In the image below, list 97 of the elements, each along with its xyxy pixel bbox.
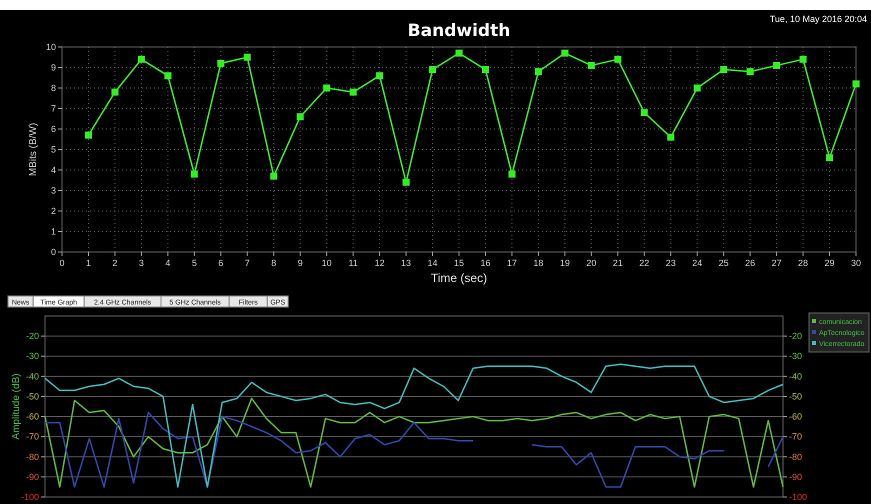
y-tick-label: -80	[26, 452, 39, 462]
point	[720, 66, 728, 74]
line-series	[44, 398, 784, 488]
y-tick-label: 4	[50, 165, 56, 175]
point	[588, 62, 595, 69]
point	[640, 109, 648, 116]
y-tick-label: 6	[50, 124, 56, 134]
x-tick-label: 10	[322, 258, 332, 268]
y-tick-label: 1	[50, 226, 56, 236]
y-tick-label: 3	[50, 186, 56, 196]
y-tick-label: 2	[50, 206, 56, 216]
point	[826, 154, 834, 162]
y2-tick-label: -40	[789, 371, 802, 382]
x-tick-label: 19	[560, 258, 570, 268]
x-tick-label: 7	[244, 258, 250, 268]
y-tick-label: -60	[26, 412, 39, 422]
x-tick-label: 25	[718, 258, 729, 268]
y-tick-label: -30	[26, 351, 39, 362]
y2-tick-label: -30	[789, 351, 802, 362]
point	[800, 56, 807, 63]
x-tick-label: 12	[374, 258, 385, 268]
chart-title: Bandwidth	[408, 21, 510, 41]
x-axis-title: Time (sec)	[430, 271, 488, 285]
point	[217, 60, 224, 67]
point	[111, 88, 118, 96]
text: Tue, 10 May 2016 20:04	[770, 14, 867, 24]
point	[614, 56, 622, 63]
x-tick-label: 26	[745, 258, 756, 268]
point	[190, 170, 198, 178]
point	[508, 170, 516, 178]
x-tick-label: 27	[772, 258, 782, 268]
x-tick-label: 3	[138, 258, 144, 268]
y2-tick-label: -80	[789, 452, 802, 462]
y-axis-title: MBits (B/W)	[28, 122, 39, 176]
x-tick-label: 13	[401, 258, 412, 268]
y-tick-label: -100	[20, 492, 39, 502]
y-tick-label: 5	[50, 144, 56, 154]
y-tick-label: -20	[26, 331, 39, 342]
y2-tick-label: -20	[789, 331, 802, 342]
point	[482, 66, 489, 74]
point	[852, 80, 860, 88]
x-tick-label: 21	[612, 258, 623, 268]
x-tick-label: 14	[428, 258, 438, 268]
x-tick-label: 5	[192, 258, 197, 268]
point	[350, 88, 357, 96]
x-tick-label: 15	[454, 258, 464, 268]
x-tick-label: 1	[86, 258, 91, 268]
y2-tick-label: -70	[789, 432, 802, 442]
y-tick-label: 0	[50, 247, 56, 257]
x-tick-label: 30	[850, 258, 862, 268]
y-tick-label: 9	[50, 62, 56, 72]
y2-tick-label: -60	[789, 412, 802, 422]
point	[138, 56, 145, 63]
point	[773, 62, 780, 69]
x-tick-label: 9	[298, 258, 303, 268]
point	[667, 134, 674, 141]
x-tick-label: 29	[824, 258, 835, 268]
point	[323, 84, 330, 92]
y-tick-label: -40	[26, 371, 39, 382]
y2-tick-label: -90	[789, 472, 802, 482]
y-tick-label: 10	[46, 42, 56, 52]
point	[456, 50, 462, 57]
point	[296, 113, 304, 120]
point	[164, 72, 172, 80]
x-tick-label: 0	[59, 258, 65, 268]
point	[746, 68, 754, 76]
y2-tick-label: -100	[789, 492, 808, 502]
y-tick-label: 8	[50, 83, 56, 93]
x-tick-label: 28	[798, 258, 808, 268]
x-tick-label: 17	[506, 258, 517, 268]
point	[244, 54, 251, 61]
x-tick-label: 22	[639, 258, 650, 268]
y-tick-label: -90	[26, 472, 39, 482]
point	[694, 84, 701, 92]
y-tick-label: -70	[26, 432, 39, 442]
point	[429, 66, 436, 74]
y2-tick-label: -50	[789, 391, 802, 402]
y-tick-label: -50	[26, 391, 39, 402]
point	[561, 50, 568, 57]
x-tick-label: 23	[666, 258, 676, 268]
x-tick-label: 4	[165, 258, 170, 268]
point	[376, 72, 384, 80]
point	[84, 132, 92, 139]
x-tick-label: 8	[271, 258, 276, 268]
x-tick-label: 18	[533, 258, 544, 268]
x-tick-label: 20	[586, 258, 596, 268]
point	[402, 178, 410, 186]
point	[534, 68, 542, 76]
point	[270, 172, 278, 180]
x-tick-label: 6	[218, 258, 224, 268]
x-tick-label: 24	[692, 258, 702, 268]
x-tick-label: 16	[480, 258, 490, 268]
y-axis-title: Amplitude (dB)	[11, 373, 22, 440]
line-series	[44, 364, 784, 488]
x-tick-label: 11	[348, 258, 358, 268]
y-tick-label: 7	[50, 104, 56, 114]
x-tick-label: 2	[112, 258, 118, 268]
